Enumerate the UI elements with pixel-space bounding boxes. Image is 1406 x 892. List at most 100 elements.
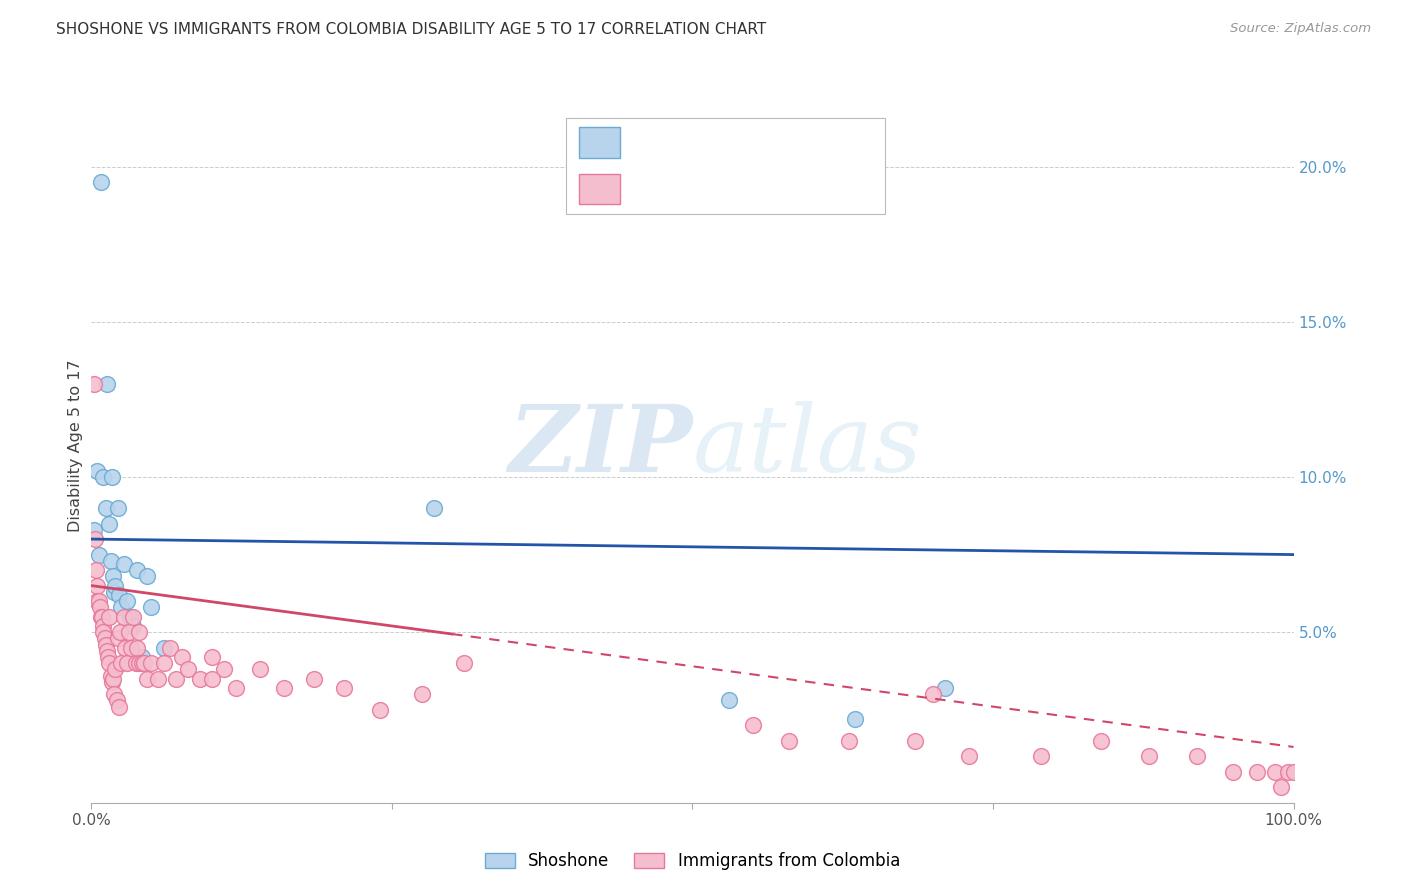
Point [104,662,127,676]
Point [135,569,157,583]
Text: 29: 29 [821,136,844,150]
Point [86,594,108,608]
Point [96,376,118,391]
Point [108,588,131,602]
Point [112,557,135,571]
Point [110,656,132,670]
Point [1246,764,1268,779]
Point [93,625,115,640]
Point [170,650,193,665]
Point [118,625,141,640]
Point [273,681,295,695]
Point [98,656,121,670]
Point [94,501,117,516]
Point [93,470,115,484]
Point [118,609,141,624]
Text: R =: R = [633,182,671,196]
Point [103,584,125,599]
Point [98,516,121,531]
Point [423,501,446,516]
Point [83,523,105,537]
Point [201,650,224,665]
Point [93,632,115,646]
Point [141,656,163,670]
Point [957,749,980,764]
Point [114,640,136,655]
Text: N =: N = [766,136,796,150]
Point [1029,749,1052,764]
Point [152,656,174,670]
FancyBboxPatch shape [579,128,620,158]
Point [778,733,800,747]
Point [90,609,112,624]
Point [122,619,145,633]
Point [165,672,187,686]
Point [107,632,129,646]
Point [1090,733,1112,747]
Point [107,501,129,516]
Text: SHOSHONE VS IMMIGRANTS FROM COLOMBIA DISABILITY AGE 5 TO 17 CORRELATION CHART: SHOSHONE VS IMMIGRANTS FROM COLOMBIA DIS… [56,22,766,37]
Text: 75: 75 [821,182,844,196]
Point [125,640,148,655]
Point [97,650,120,665]
Point [84,532,107,546]
Point [1264,764,1286,779]
Point [89,600,111,615]
Point [1270,780,1292,795]
Point [87,548,110,562]
Point [86,464,108,478]
Point [100,554,122,568]
Point [249,662,271,676]
Point [94,638,117,652]
Text: R =: R = [633,136,661,150]
Text: Source: ZipAtlas.com: Source: ZipAtlas.com [1230,22,1371,36]
Point [112,609,135,624]
Point [934,681,956,695]
Point [100,668,122,682]
Point [101,470,124,484]
Point [904,733,927,747]
Point [105,693,128,707]
Point [838,733,860,747]
Point [103,687,125,701]
Point [1282,764,1305,779]
Point [176,662,198,676]
Point [128,656,150,670]
Point [87,594,110,608]
Point [1187,749,1209,764]
Point [333,681,356,695]
Point [212,662,235,676]
Point [104,579,127,593]
Point [96,644,118,658]
FancyBboxPatch shape [567,118,884,214]
Point [117,594,139,608]
Text: atlas: atlas [692,401,922,491]
Point [110,600,132,615]
Text: N =: N = [766,182,796,196]
Point [368,703,391,717]
Point [131,650,153,665]
Point [922,687,945,701]
Point [122,609,145,624]
FancyBboxPatch shape [579,174,620,204]
Point [717,693,740,707]
Point [101,569,124,583]
Point [83,376,105,391]
Point [453,656,475,670]
Text: -0.060: -0.060 [685,136,741,150]
Point [98,609,121,624]
Point [101,674,124,689]
Point [125,656,148,670]
Point [101,672,124,686]
Point [93,619,115,633]
Point [844,712,866,726]
Point [741,718,763,732]
Point [135,672,157,686]
Point [90,175,112,189]
Point [159,640,181,655]
Point [188,672,211,686]
Point [110,625,132,640]
Point [86,579,108,593]
Text: -0.112: -0.112 [685,182,741,196]
Point [91,609,114,624]
